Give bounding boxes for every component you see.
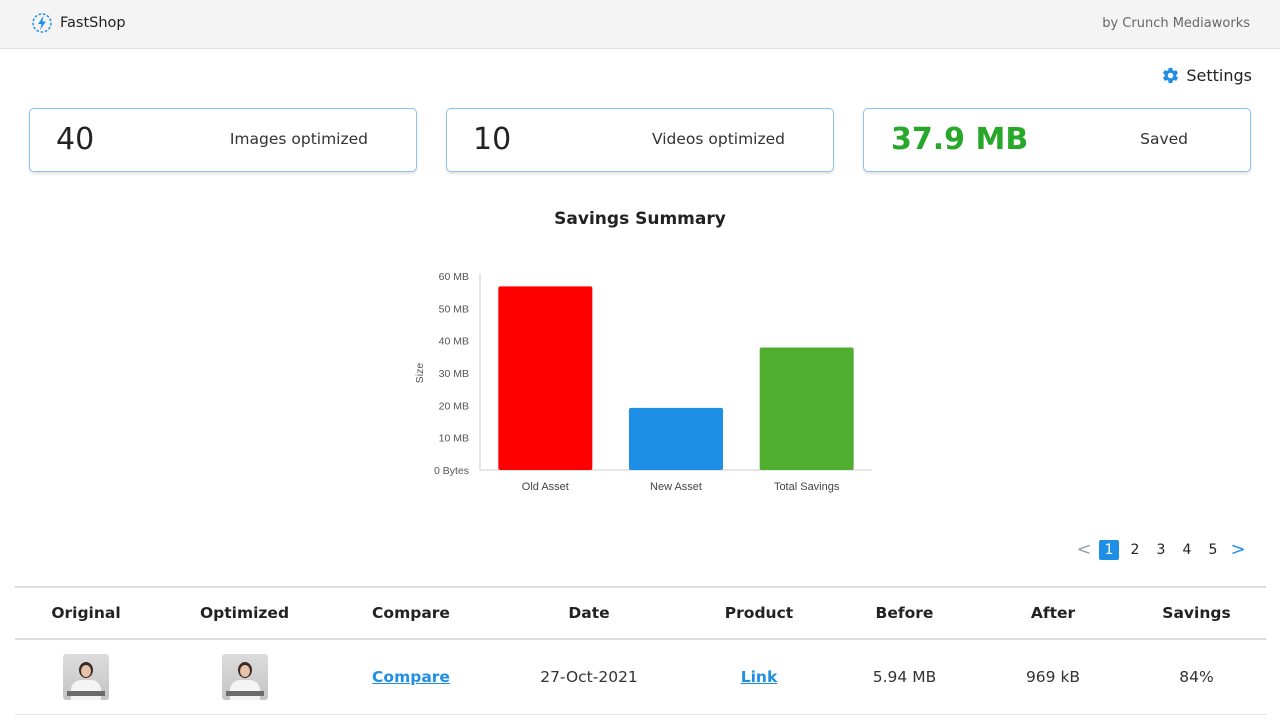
y-tick-label: 60 MB [439, 271, 469, 283]
stat-label: Saved [1140, 130, 1188, 148]
y-tick-label: 40 MB [439, 336, 469, 348]
stat-label: Images optimized [229, 130, 368, 148]
original-thumbnail[interactable] [63, 654, 109, 700]
column-header-compare: Compare [332, 586, 490, 640]
column-header-after: After [979, 586, 1127, 640]
y-tick-label: 0 Bytes [434, 465, 469, 477]
product-link[interactable]: Link [740, 668, 778, 686]
bar-old-asset [498, 286, 593, 470]
app-name: FastShop [60, 15, 126, 31]
stat-card-images: 40 Images optimized [29, 108, 417, 172]
stat-value: 40 [56, 122, 95, 157]
column-header-original: Original [15, 586, 157, 640]
stat-card-saved: 37.9 MB Saved [863, 108, 1251, 172]
compare-cell: Compare [332, 639, 490, 715]
optimized-thumbnail[interactable] [221, 654, 268, 700]
next-page-button[interactable]: > [1230, 539, 1246, 560]
chart-title: Savings Summary [554, 209, 726, 229]
column-header-savings: Savings [1127, 586, 1266, 640]
page-button-3[interactable]: 3 [1156, 542, 1166, 558]
page-button-1[interactable]: 1 [1099, 540, 1119, 560]
stat-card-videos: 10 Videos optimized [446, 108, 834, 172]
lightning-icon [32, 13, 52, 33]
date-cell: 27-Oct-2021 [490, 639, 688, 715]
settings-button[interactable]: Settings [1161, 66, 1252, 85]
stat-value: 10 [473, 122, 512, 157]
optimized-thumbnail-cell [157, 639, 332, 715]
gear-icon [1163, 67, 1179, 84]
column-header-product: Product [688, 586, 830, 640]
column-header-before: Before [830, 586, 979, 640]
pagination: < 1 2 3 4 5 > [1072, 540, 1250, 560]
y-tick-label: 10 MB [439, 433, 469, 445]
table-row: Compare 27-Oct-2021 Link 5.94 MB 969 kB … [15, 639, 1266, 715]
y-tick-label: 20 MB [439, 400, 469, 412]
x-tick-label: New Asset [650, 481, 702, 493]
original-thumbnail-cell [15, 639, 157, 715]
product-cell: Link [688, 639, 830, 715]
assets-table: Original Optimized Compare Date Product … [15, 586, 1266, 715]
bar-total-savings [759, 347, 854, 470]
column-header-date: Date [490, 586, 688, 640]
bar-new-asset [629, 407, 723, 470]
x-tick-label: Total Savings [774, 481, 840, 493]
y-tick-label: 30 MB [439, 368, 469, 380]
settings-label: Settings [1186, 66, 1252, 85]
y-tick-label: 50 MB [439, 303, 469, 315]
after-size-cell: 969 kB [979, 639, 1127, 715]
table-header-row: Original Optimized Compare Date Product … [15, 586, 1266, 640]
prev-page-button[interactable]: < [1076, 539, 1092, 560]
savings-percent-cell: 84% [1127, 639, 1266, 715]
column-header-optimized: Optimized [157, 586, 332, 640]
page-button-2[interactable]: 2 [1130, 542, 1140, 558]
stat-label: Videos optimized [651, 130, 785, 148]
vendor-label: by Crunch Mediaworks [1102, 16, 1250, 31]
page-button-4[interactable]: 4 [1182, 542, 1192, 558]
compare-link[interactable]: Compare [372, 668, 450, 686]
top-bar: FastShop by Crunch Mediaworks [0, 0, 1280, 49]
y-axis-label: Size [414, 363, 426, 384]
stat-value: 37.9 MB [891, 122, 1029, 157]
savings-bar-chart: 0 Bytes 10 MB 20 MB 30 MB 40 MB 50 MB 60 MB Siz… [414, 271, 872, 493]
x-tick-label: Old Asset [522, 481, 569, 493]
page-button-5[interactable]: 5 [1208, 542, 1218, 558]
before-size-cell: 5.94 MB [830, 639, 979, 715]
